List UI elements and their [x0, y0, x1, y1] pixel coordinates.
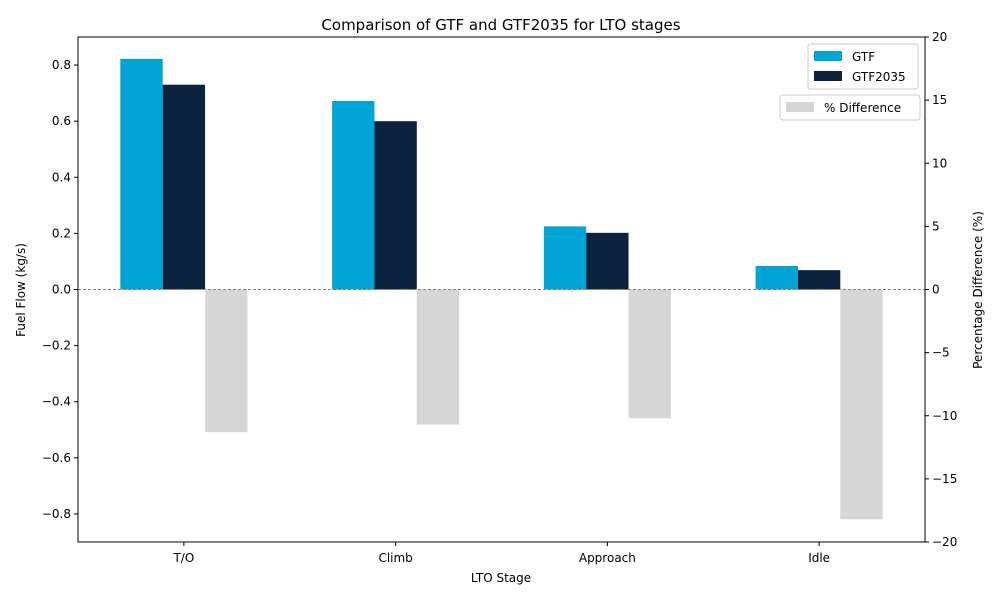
y-tick-label: −0.8 — [42, 507, 71, 521]
y-tick-label: 0.8 — [52, 58, 71, 72]
bar-gtf2035-climb — [374, 121, 417, 290]
x-tick-label: Idle — [808, 551, 830, 565]
x-tick-label: Climb — [378, 551, 412, 565]
y-tick-label: −0.6 — [42, 451, 71, 465]
bar-gtf-climb — [332, 100, 375, 290]
legend-box-difference — [779, 94, 921, 121]
bar-gtf-t-o — [120, 58, 163, 290]
legend-label: % Difference — [824, 101, 901, 115]
legend-label: GTF2035 — [852, 70, 906, 84]
y-tick-label: 0.4 — [52, 170, 71, 184]
y2-tick-label: 15 — [932, 93, 947, 107]
y2-tick-label: −20 — [932, 535, 957, 549]
bar-difference-climb — [416, 289, 460, 425]
bar-gtf2035-approach — [586, 232, 629, 290]
y2-tick-label: −15 — [932, 472, 957, 486]
y2-tick-label: 0 — [932, 283, 940, 297]
axes: −0.8 −0.6 −0.4 −0.2 0.0 0.2 0.4 0.6 0.8 −20 −15 −10… — [42, 30, 957, 565]
legend: GTF GTF2035 % Difference — [779, 43, 921, 121]
bar-gtf-approach — [543, 226, 587, 290]
bar-difference-approach — [628, 289, 671, 419]
y-tick-label: 0.6 — [52, 114, 71, 128]
y2-tick-label: 20 — [932, 30, 947, 44]
legend-swatch — [814, 71, 842, 81]
bar-gtf2035-t-o — [162, 84, 206, 290]
y2-tick-label: 10 — [932, 156, 947, 170]
y2-tick-label: −5 — [932, 346, 950, 360]
legend-swatch — [814, 51, 842, 61]
x-tick-label: Approach — [579, 551, 636, 565]
y-tick-label: 0.0 — [52, 283, 71, 297]
y2-tick-label: −10 — [932, 409, 957, 423]
y-tick-label: −0.4 — [42, 395, 71, 409]
y2-axis-label: Percentage Difference (%) — [971, 211, 985, 369]
y-axis-label: Fuel Flow (kg/s) — [14, 243, 28, 337]
legend-label: GTF — [852, 50, 875, 64]
bar-difference-t-o — [205, 289, 248, 433]
legend-swatch — [786, 102, 814, 112]
x-axis-label: LTO Stage — [471, 571, 531, 585]
plot-area — [78, 58, 925, 520]
y2-tick-label: 5 — [932, 219, 940, 233]
y-tick-label: 0.2 — [52, 226, 71, 240]
bar-difference-idle — [840, 289, 883, 520]
y-tick-label: −0.2 — [42, 339, 71, 353]
bar-gtf-idle — [755, 265, 798, 290]
bar-gtf2035-idle — [797, 270, 841, 290]
chart-title: Comparison of GTF and GTF2035 for LTO st… — [321, 16, 680, 34]
x-tick-label: T/O — [172, 551, 194, 565]
